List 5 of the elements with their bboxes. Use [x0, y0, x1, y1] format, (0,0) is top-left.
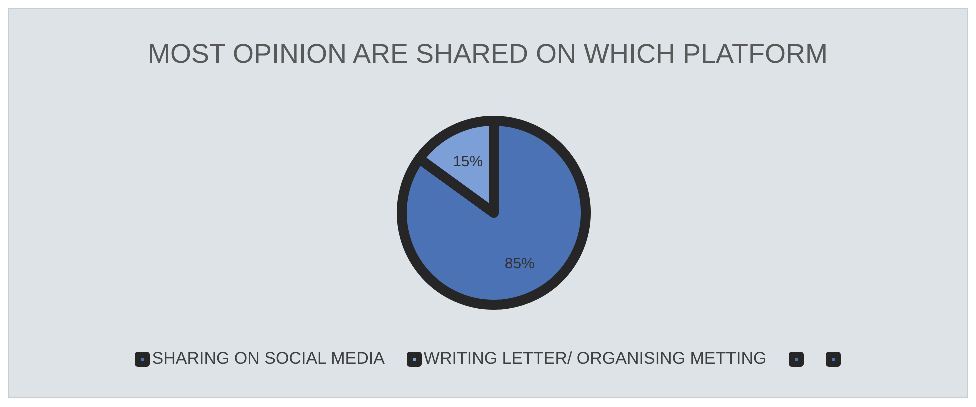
data-label: 15% [453, 154, 484, 171]
legend-label: SHARING ON SOCIAL MEDIA [152, 349, 385, 369]
legend-label: WRITING LETTER/ ORGANISING METTING [424, 349, 767, 369]
data-label: 85% [504, 255, 535, 272]
chart-title: MOST OPINION ARE SHARED ON WHICH PLATFORM [146, 39, 830, 70]
